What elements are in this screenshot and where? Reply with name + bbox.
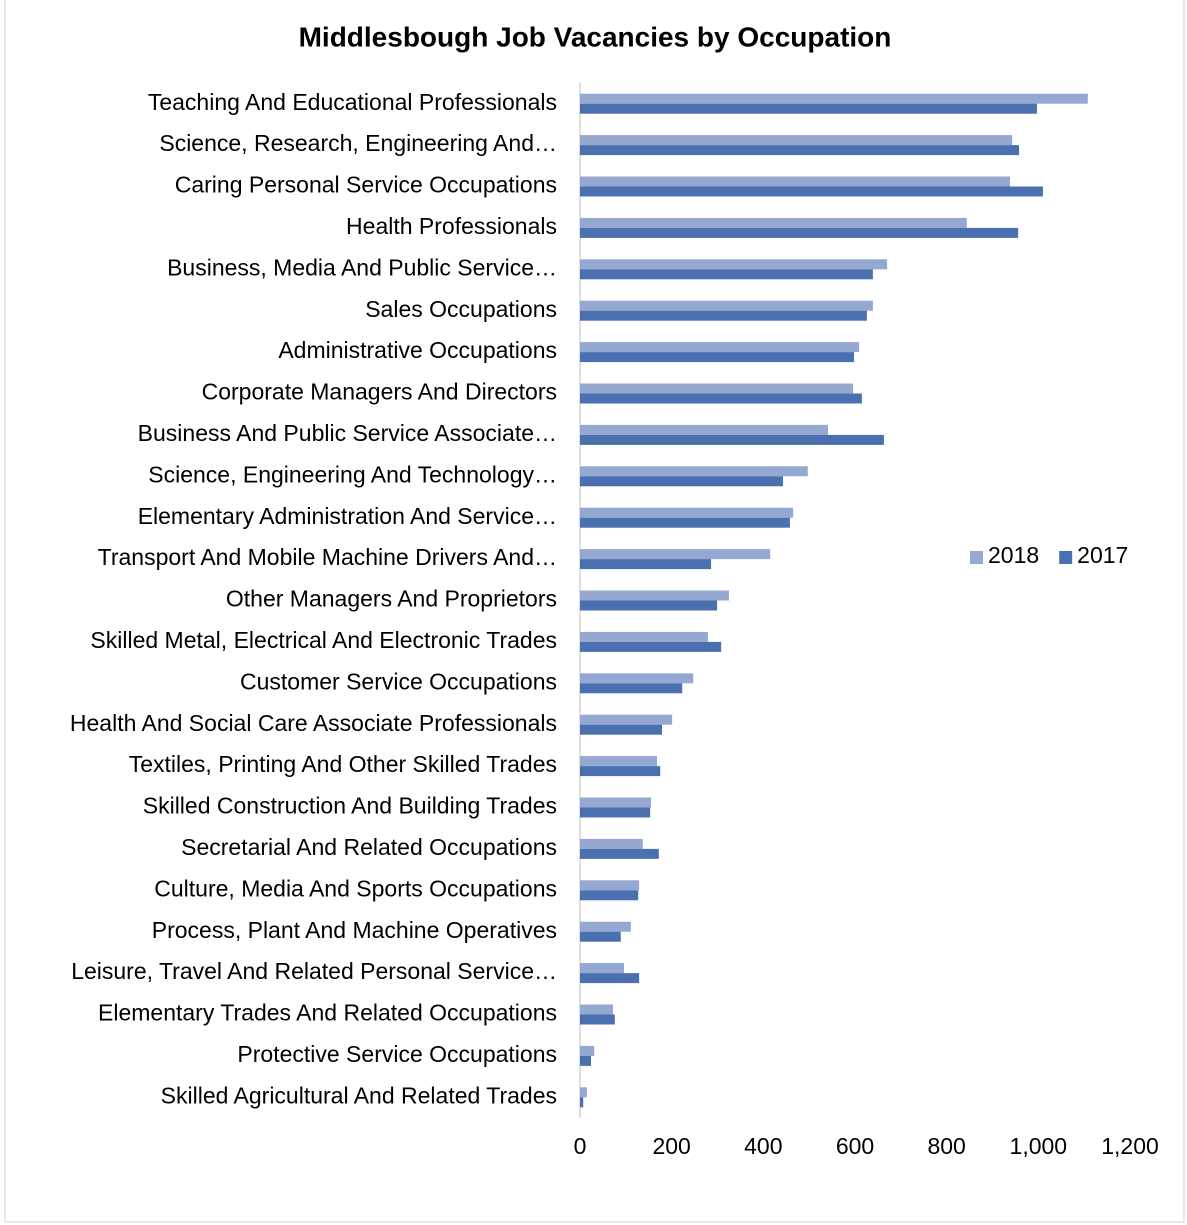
bar [580,434,884,445]
bar [580,807,651,818]
x-tick-label: 800 [927,1133,965,1159]
bar [580,135,1013,146]
legend-swatch [970,551,983,564]
y-tick-label: Secretarial And Related Occupations [181,834,557,860]
bar [580,227,1019,238]
bar [580,890,639,901]
bar [580,973,640,984]
y-tick-label: Administrative Occupations [278,337,557,363]
y-tick-label: Protective Service Occupations [237,1041,557,1067]
bar [580,641,722,652]
y-tick-label: Process, Plant And Machine Operatives [152,917,557,943]
bar [580,673,694,684]
bar [580,466,808,477]
bar [580,217,967,228]
bar [580,1087,587,1098]
bar [580,549,771,560]
x-tick-label: 0 [574,1133,587,1159]
y-tick-label: Science, Research, Engineering And… [159,130,557,156]
bar [580,1097,584,1108]
bar [580,963,624,974]
bar [580,590,729,601]
y-tick-label: Sales Occupations [365,296,557,322]
bar [580,176,1010,187]
y-tick-label: Skilled Construction And Building Trades [143,793,557,819]
y-tick-label: Health Professionals [346,213,557,239]
bar [580,507,794,518]
bar [580,931,621,942]
y-tick-label: Science, Engineering And Technology… [148,461,557,487]
y-tick-label: Textiles, Printing And Other Skilled Tra… [129,751,557,777]
y-tick-label: Health And Social Care Associate Profess… [70,710,557,736]
x-tick-label: 1,200 [1101,1133,1159,1159]
bar [580,600,718,611]
x-tick-label: 200 [652,1133,690,1159]
y-tick-label: Skilled Agricultural And Related Trades [161,1082,557,1108]
bar [580,393,862,404]
legend-swatch [1059,551,1073,564]
bar [580,848,659,859]
bar [580,103,1037,114]
bar [580,310,867,321]
bar [580,517,790,528]
bar [580,631,708,642]
y-tick-label: Customer Service Occupations [240,668,557,694]
chart-title: Middlesbough Job Vacancies by Occupation [299,21,892,52]
bar [580,145,1020,156]
y-tick-label: Transport And Mobile Machine Drivers And… [98,544,557,570]
legend-label: 2017 [1077,542,1128,568]
x-tick-label: 1,000 [1010,1133,1068,1159]
y-tick-label: Teaching And Educational Professionals [148,89,557,115]
bar [580,424,828,435]
bar [580,1014,615,1025]
bar [580,921,631,932]
bar [580,269,873,280]
y-tick-label: Caring Personal Service Occupations [175,172,557,198]
legend-label: 2018 [988,542,1039,568]
y-tick-label: Elementary Administration And Service… [138,503,557,529]
bar [580,1045,595,1056]
bar [580,797,652,808]
bar [580,300,873,311]
y-tick-label: Skilled Metal, Electrical And Electronic… [90,627,557,653]
chart-border [4,0,1185,1223]
bar [580,880,640,891]
bar [580,93,1088,104]
y-tick-label: Culture, Media And Sports Occupations [154,875,557,901]
bar [580,259,888,270]
x-tick-label: 400 [744,1133,782,1159]
bar [580,756,657,767]
bar [580,714,673,725]
bar [580,724,663,735]
x-tick-label: 600 [836,1133,874,1159]
bar [580,766,661,777]
y-tick-label: Business And Public Service Associate… [138,420,557,446]
bar [580,838,643,849]
y-tick-label: Corporate Managers And Directors [202,379,557,405]
y-tick-label: Leisure, Travel And Related Personal Ser… [71,958,557,984]
y-tick-label: Business, Media And Public Service… [167,254,557,280]
bar [580,1055,591,1066]
bar [580,342,860,353]
bar [580,186,1043,197]
bar [580,683,683,694]
bar [580,476,784,487]
bar [580,352,855,363]
bar [580,559,712,570]
bar [580,383,854,394]
y-tick-label: Other Managers And Proprietors [226,586,557,612]
y-tick-label: Elementary Trades And Related Occupation… [98,1000,557,1026]
bar [580,1004,613,1015]
